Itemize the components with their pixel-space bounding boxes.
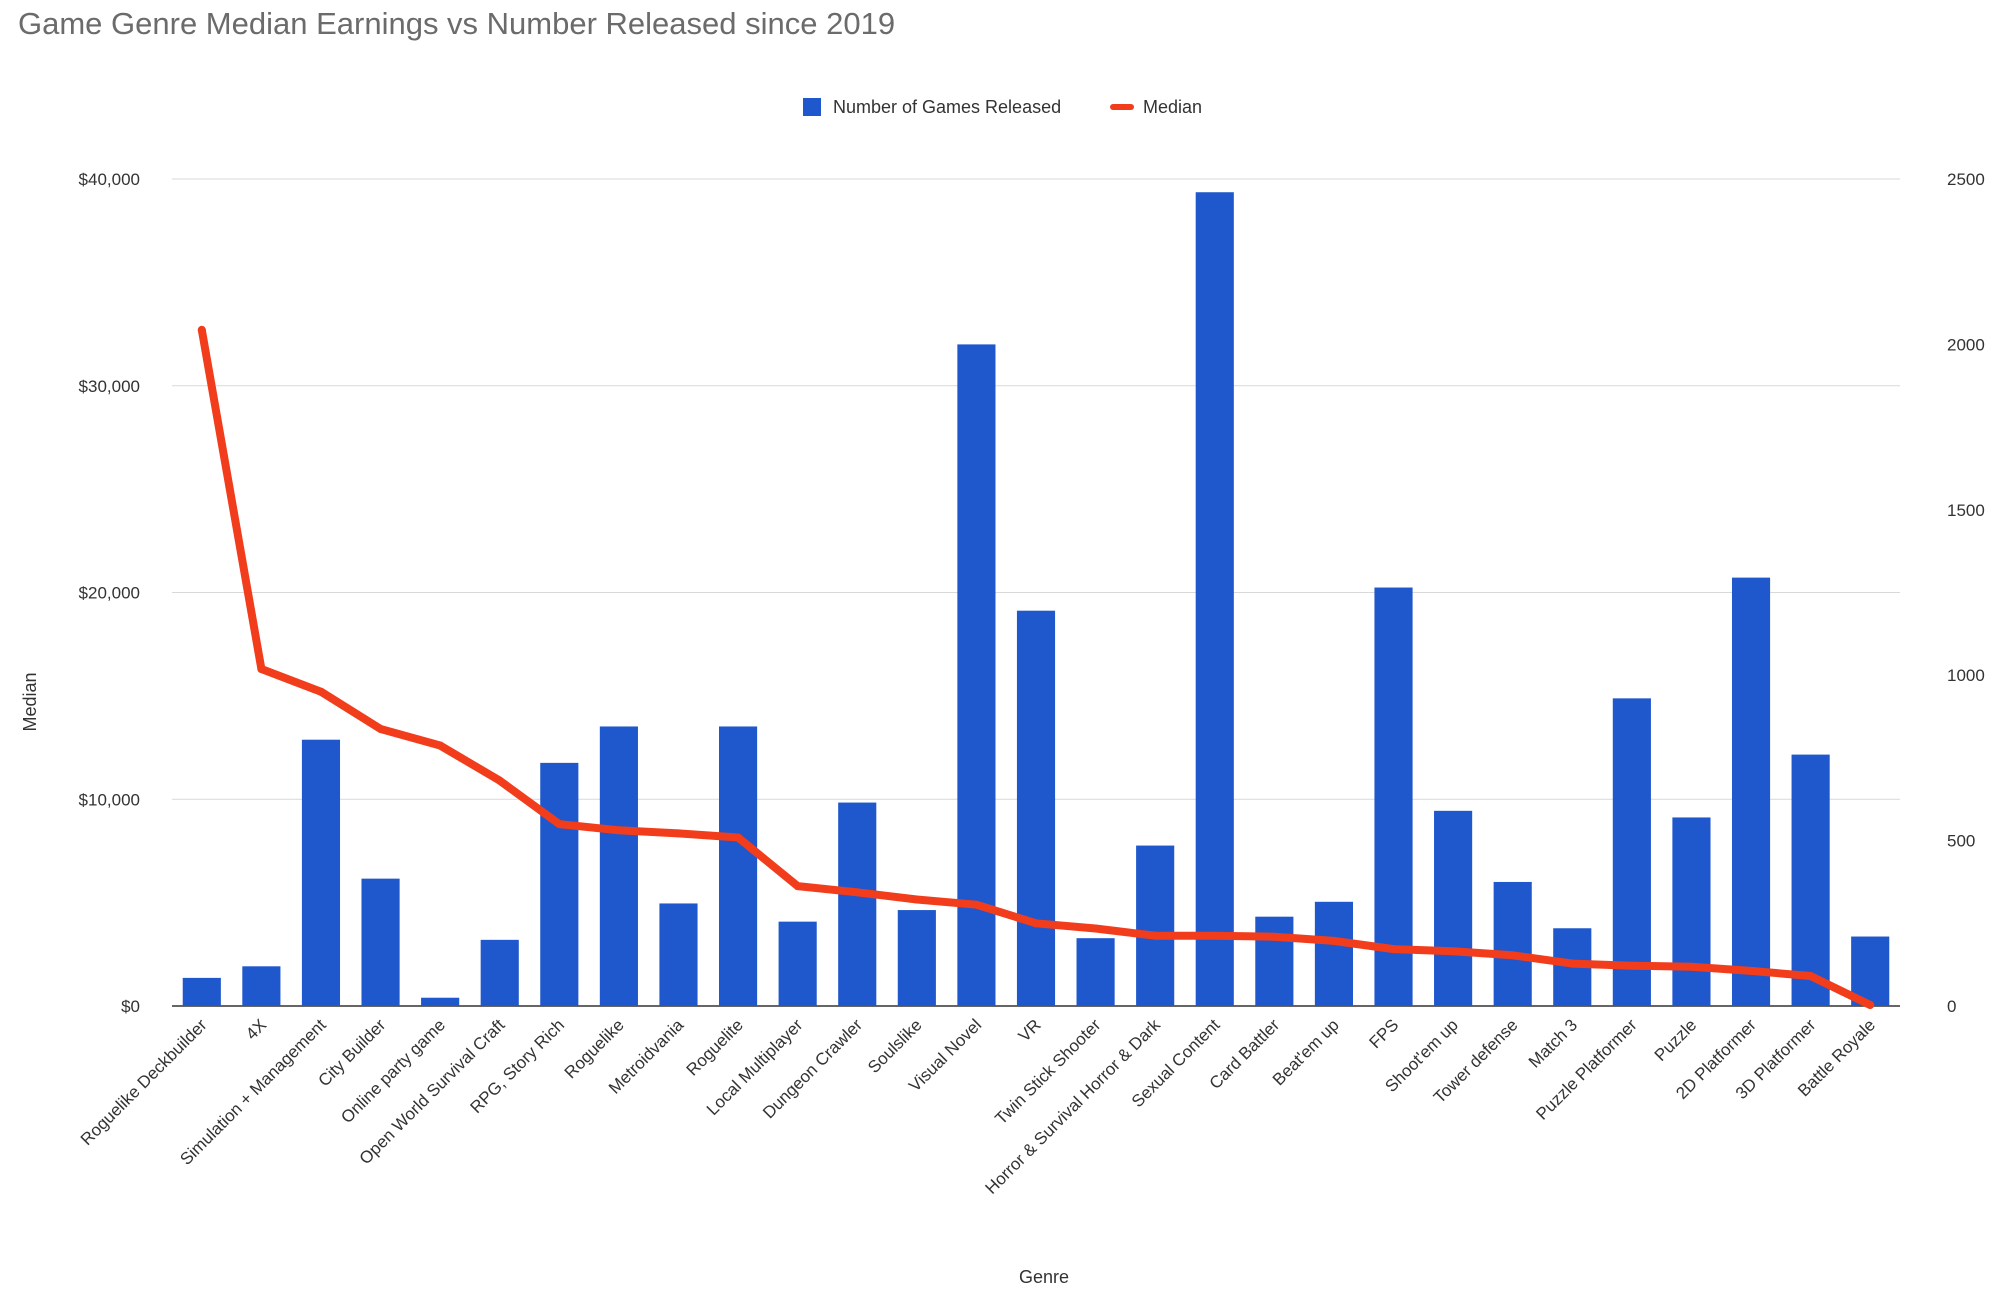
y-tick-label: $40,000 (79, 170, 140, 189)
bar-series (182, 192, 1890, 1006)
x-tick-label: Puzzle (1651, 1015, 1701, 1065)
line-point (1210, 931, 1219, 940)
bar (361, 878, 400, 1006)
y-axis-title: Median (20, 672, 40, 731)
bar (599, 726, 638, 1006)
line-point (972, 900, 981, 909)
line-point (1091, 924, 1100, 933)
bar (1731, 577, 1771, 1006)
bar (957, 344, 996, 1006)
bar (1612, 698, 1651, 1006)
y2-tick-label: 2500 (1947, 170, 1985, 189)
y2-tick-label: 1000 (1947, 666, 1985, 685)
bar (1374, 587, 1413, 1006)
y2-tick-label: 1500 (1947, 501, 1985, 520)
line-point (1687, 962, 1696, 971)
line-point (197, 325, 206, 334)
bar (1076, 938, 1115, 1006)
x-tick-label: Soulslike (864, 1015, 926, 1077)
line-point (436, 741, 445, 750)
bar (540, 762, 579, 1006)
y2-tick-label: 500 (1947, 832, 1975, 851)
line-point (376, 724, 385, 733)
y-tick-label: $30,000 (79, 377, 140, 396)
x-tick-label: Puzzle Platformer (1532, 1015, 1641, 1124)
x-tick-label: Roguelike Deckbuilder (77, 1015, 211, 1149)
y2-tick-label: 2000 (1947, 335, 1985, 354)
line-point (734, 833, 743, 842)
line-point (674, 829, 683, 838)
bar (242, 966, 281, 1006)
line-point (912, 895, 921, 904)
line-point (1747, 966, 1756, 975)
line-point (257, 664, 266, 673)
y-tick-label: $10,000 (79, 790, 140, 809)
bar (1314, 901, 1353, 1006)
line-point (1866, 1000, 1875, 1009)
x-axis-title: Genre (1019, 1267, 1069, 1287)
bar (1493, 881, 1532, 1006)
line-point (1151, 931, 1160, 940)
bar (301, 739, 341, 1006)
x-tick-label: Match 3 (1525, 1015, 1581, 1071)
line-point (614, 826, 623, 835)
x-tick-label: Twin Stick Shooter (991, 1015, 1104, 1128)
chart-title: Game Genre Median Earnings vs Number Rel… (18, 6, 896, 41)
line-point (793, 882, 802, 891)
bar (1255, 916, 1294, 1006)
x-tick-label: 4X (242, 1015, 270, 1043)
bar (1434, 810, 1473, 1006)
bar (659, 903, 698, 1006)
x-tick-label: FPS (1366, 1015, 1403, 1052)
line-point (853, 888, 862, 897)
bar (838, 802, 877, 1006)
bar (897, 910, 936, 1006)
bar (778, 921, 817, 1006)
x-tick-label: Dungeon Crawler (759, 1015, 866, 1122)
bar (1672, 817, 1711, 1006)
line-point (1806, 972, 1815, 981)
legend-label-bar: Number of Games Released (833, 97, 1061, 117)
legend: Number of Games Released Median (803, 97, 1202, 117)
bar (421, 997, 460, 1006)
line-point (1627, 961, 1636, 970)
line-point (1568, 959, 1577, 968)
bar (182, 977, 221, 1006)
bar (1136, 845, 1175, 1006)
line-point (1032, 919, 1040, 928)
line-point (1329, 936, 1338, 945)
y-tick-label: $20,000 (79, 584, 140, 603)
y2-tick-label: 0 (1947, 997, 1956, 1016)
line-point (316, 687, 325, 696)
line-point (1389, 945, 1398, 954)
y-tick-label: $0 (121, 997, 140, 1016)
line-point (1449, 947, 1458, 956)
x-tick-label: VR (1015, 1015, 1045, 1045)
bar (1195, 192, 1234, 1006)
line-point (495, 776, 504, 785)
bar (1791, 754, 1830, 1006)
x-tick-label: Online party game (337, 1015, 449, 1127)
legend-swatch-bar (803, 98, 821, 116)
line-point (555, 820, 564, 829)
line-series (197, 325, 1875, 1009)
bar (719, 726, 758, 1006)
line-point (1508, 951, 1517, 960)
line-point (1270, 932, 1279, 941)
legend-label-line: Median (1143, 97, 1202, 117)
bar (1016, 610, 1056, 1006)
y-axis-left: $0 $10,000 $20,000 $30,000 $40,000 (79, 170, 140, 1016)
y-axis-right: 0 500 1000 1500 2000 2500 (1947, 170, 1985, 1016)
bar (480, 939, 519, 1006)
